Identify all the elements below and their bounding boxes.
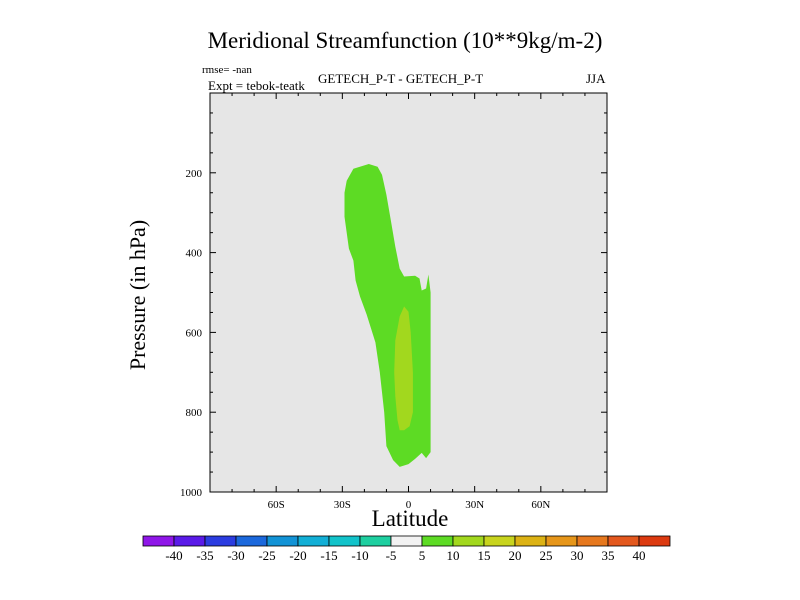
colorbar-label: -30 [227, 548, 244, 563]
colorbar-swatch [545, 535, 578, 547]
colorbar-label: 20 [509, 548, 522, 563]
y-tick-label: 1000 [180, 487, 203, 499]
colorbar-label: 5 [419, 548, 426, 563]
colorbar-swatch [638, 535, 671, 547]
axis-ticks: 200 400 600 800 1000 60S 30S 0 30N 60N [180, 93, 607, 511]
y-tick-label: 400 [186, 248, 203, 260]
colorbar-swatch [483, 535, 516, 547]
colorbar-label: -10 [351, 548, 368, 563]
x-tick-label: 60S [268, 499, 285, 511]
x-tick-label: 0 [406, 499, 412, 511]
colorbar-swatch [607, 535, 640, 547]
model-comparison-label: GETECH_P-T - GETECH_P-T [318, 71, 484, 86]
colorbar-swatch [266, 535, 299, 547]
colorbar-label: 15 [478, 548, 491, 563]
x-tick-label: 30S [334, 499, 351, 511]
colorbar-swatch [204, 535, 237, 547]
contour-regions [344, 164, 431, 467]
colorbar: -40 -35 -30 -25 -20 -15 -10 -5 5 10 15 20 25 30 35 40 [142, 535, 671, 563]
colorbar-label: -25 [258, 548, 275, 563]
colorbar-swatch [359, 535, 392, 547]
colorbar-label: 30 [571, 548, 584, 563]
colorbar-swatch [173, 535, 206, 547]
colorbar-label: 10 [447, 548, 460, 563]
y-tick-label: 600 [186, 327, 203, 339]
rmse-label: rmse= -nan [202, 64, 252, 76]
colorbar-label: 40 [633, 548, 646, 563]
colorbar-label: -40 [165, 548, 182, 563]
colorbar-label: -35 [196, 548, 213, 563]
x-axis-label: Latitude [371, 506, 449, 531]
chart-title: Meridional Streamfunction (10**9kg/m-2) [207, 28, 603, 53]
contour-region-2 [394, 306, 413, 431]
y-tick-label: 200 [186, 168, 203, 180]
x-tick-label: 60N [531, 499, 550, 511]
experiment-label: Expt = tebok-teatk [208, 78, 305, 93]
colorbar-label: -5 [386, 548, 397, 563]
colorbar-swatch [297, 535, 330, 547]
colorbar-label: -20 [289, 548, 306, 563]
colorbar-swatch [235, 535, 268, 547]
colorbar-swatch [514, 535, 547, 547]
colorbar-swatch [452, 535, 485, 547]
x-tick-label: 30N [465, 499, 484, 511]
y-tick-label: 800 [186, 407, 203, 419]
season-label: JJA [586, 71, 606, 86]
colorbar-label: -15 [320, 548, 337, 563]
colorbar-swatch [421, 535, 454, 547]
colorbar-swatch [576, 535, 609, 547]
colorbar-swatch [328, 535, 361, 547]
colorbar-swatch [390, 535, 423, 547]
colorbar-label: 25 [540, 548, 553, 563]
colorbar-swatch [142, 535, 175, 547]
colorbar-label: 35 [602, 548, 615, 563]
